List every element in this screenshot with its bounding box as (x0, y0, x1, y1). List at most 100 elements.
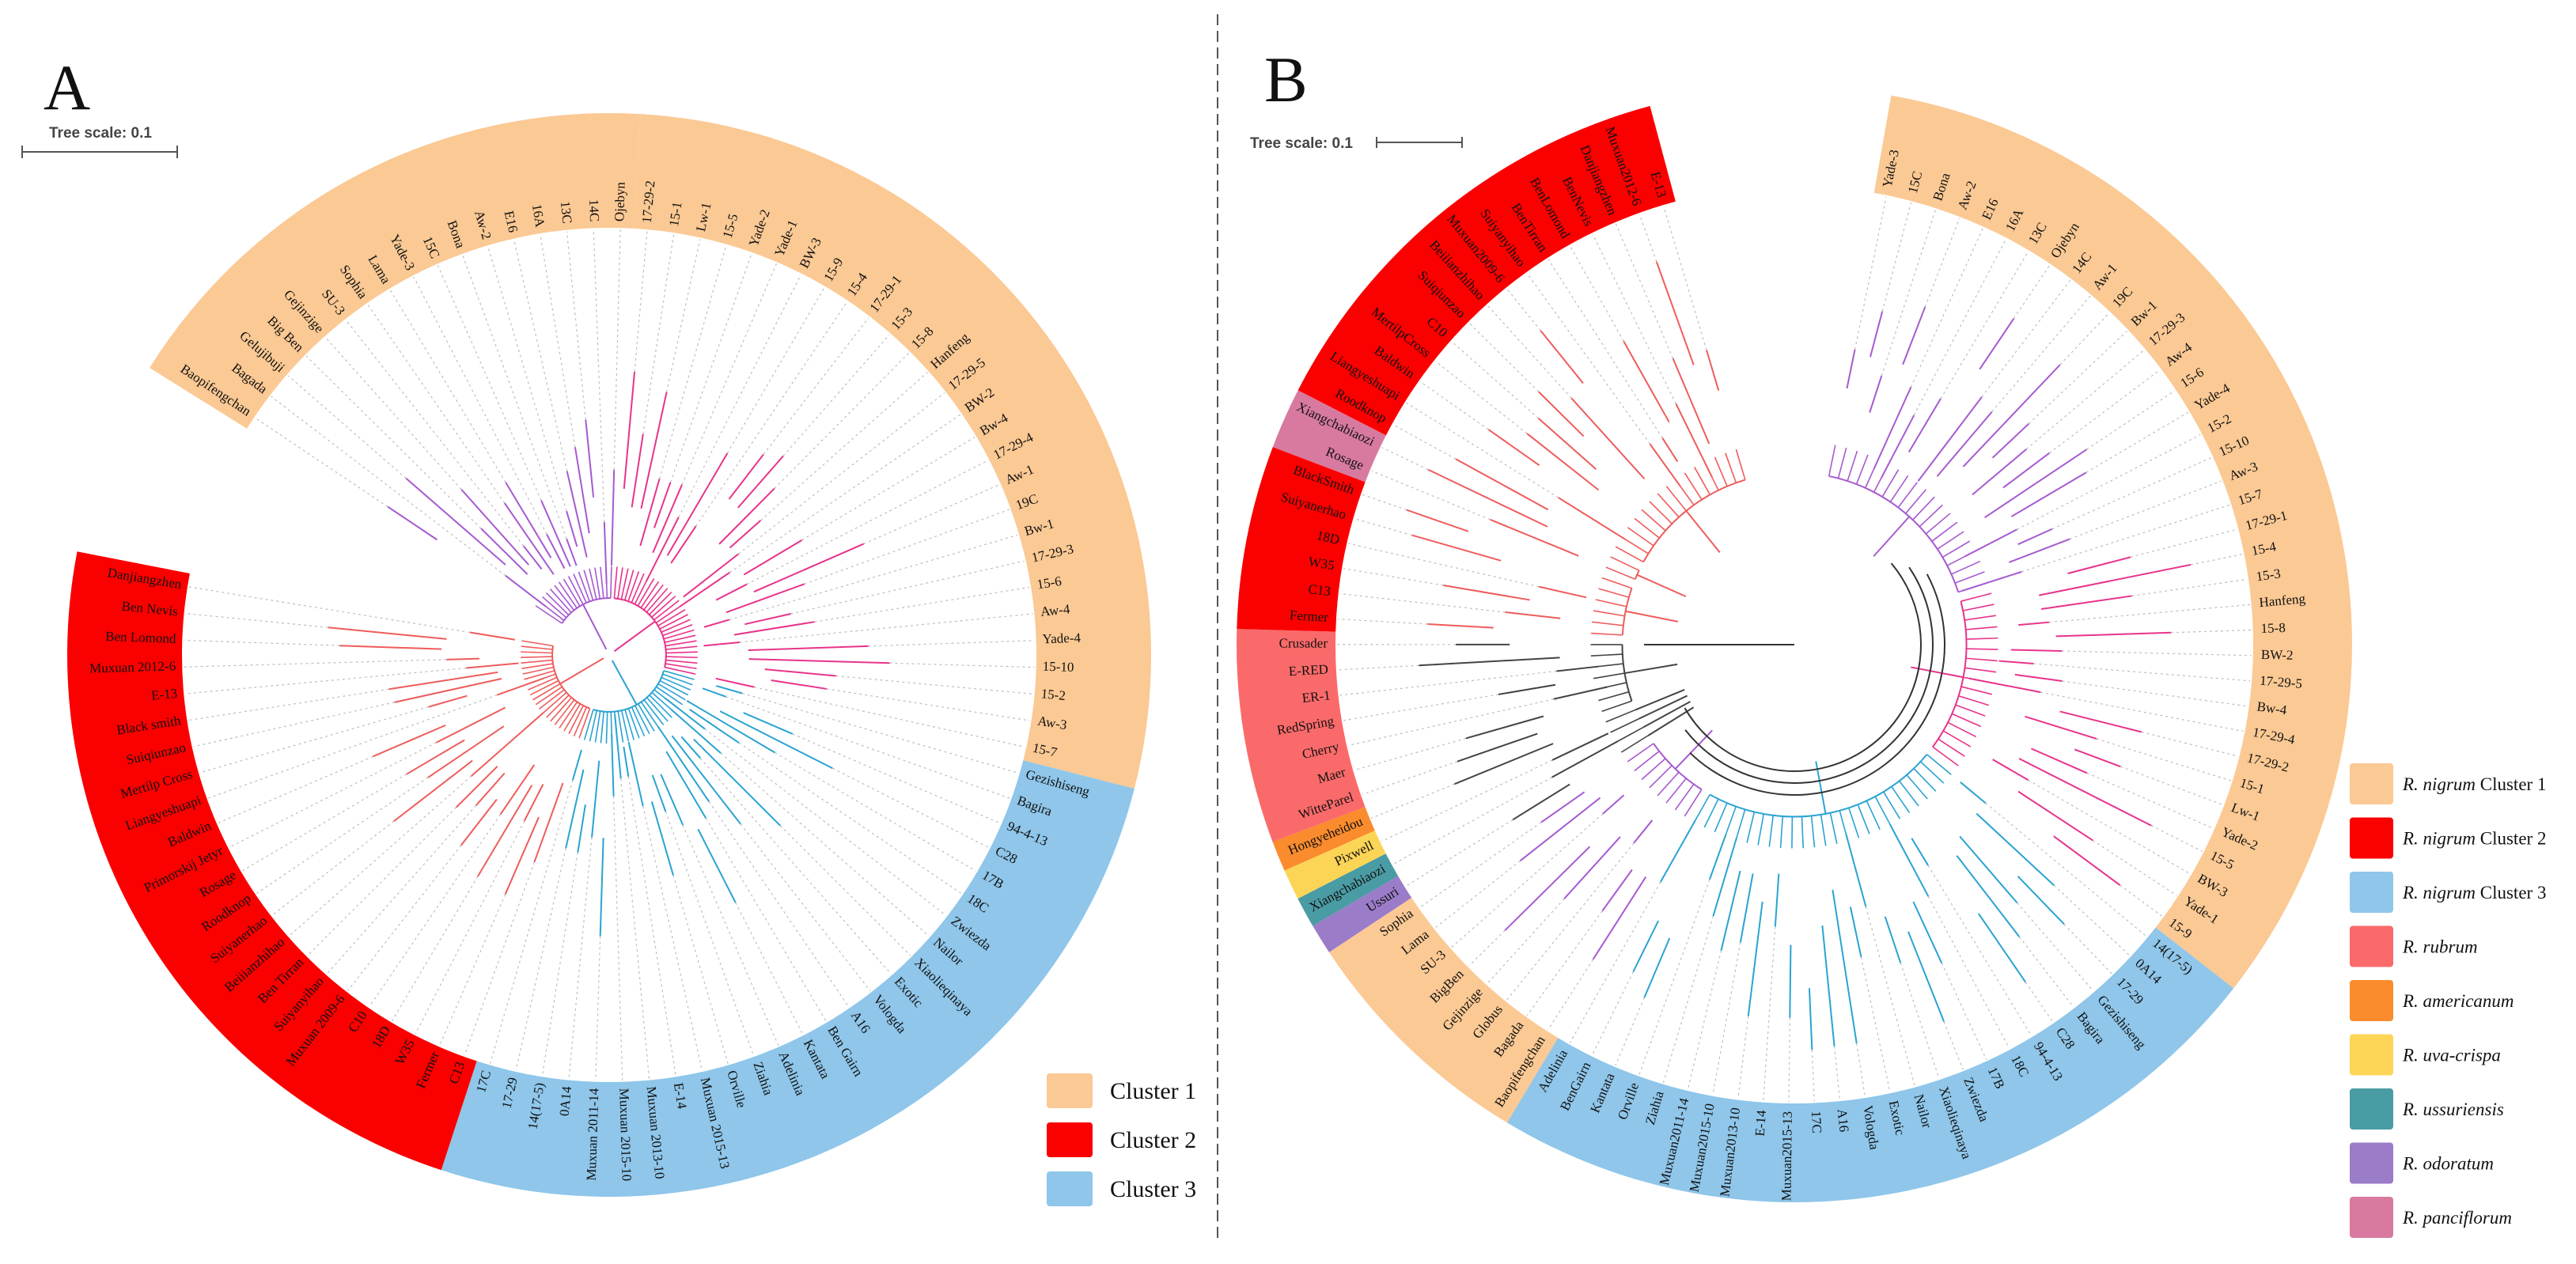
leaf-guide-line (739, 613, 1033, 643)
leaf-guide-line (1860, 956, 1891, 1092)
tree-branch (1610, 717, 1640, 733)
tree-branch (627, 741, 644, 807)
leaf-guide-line (729, 414, 961, 573)
legend-label: R. ussuriensis (2402, 1099, 2504, 1119)
leaf-guide-line (2028, 779, 2191, 875)
leaf-guide-line (1339, 670, 1557, 696)
tree-branch (1593, 672, 1625, 679)
panel-a-scale-label: Tree scale: 0.1 (49, 125, 152, 142)
leaf-guide-line (2025, 982, 2054, 1023)
tree-branch (670, 709, 722, 754)
tree-branch (521, 659, 553, 664)
leaf-guide-line (774, 352, 910, 490)
tree-branch (2017, 528, 2053, 546)
tree-branch (1757, 813, 1765, 846)
leaf-guide-line (665, 811, 754, 1056)
leaf-guide-line (705, 818, 827, 1022)
leaf-guide-line (2017, 903, 2094, 992)
tree-branch (554, 585, 575, 611)
tree-branch (627, 708, 640, 739)
leaf-guide-line (389, 290, 506, 483)
leaf-label: 15-8 (2260, 620, 2286, 636)
leaf-label: E-14 (1752, 1109, 1769, 1137)
tree-branch (1685, 510, 1721, 553)
tree-branch (563, 703, 581, 732)
tree-branch (466, 662, 519, 669)
tree-branch (620, 710, 630, 742)
tree-branch (703, 641, 741, 647)
tree-branch (568, 705, 584, 735)
tree-branch (1938, 738, 1965, 757)
tree-branch (725, 583, 805, 614)
tree-branch (665, 751, 707, 819)
tree-branch (1672, 358, 1710, 445)
tree-branch (1641, 509, 1666, 532)
tree-branch (640, 581, 660, 608)
leaf-guide-line (746, 460, 988, 585)
tree-branch (1966, 637, 1998, 640)
tree-branch (1735, 448, 1746, 480)
tree-branch (1864, 459, 1879, 489)
leaf-label: Muxuan 2012-6 (89, 658, 176, 676)
tree-branch (549, 588, 572, 613)
leaf-guide-line (1615, 223, 1674, 359)
tree-branch (1598, 588, 1630, 598)
leaf-label: C13 (1308, 581, 1332, 599)
leaf-label: E-13 (150, 686, 178, 703)
tree-branch (1774, 873, 1780, 927)
tree-branch (1505, 611, 1561, 619)
tree-branch (1610, 556, 1640, 571)
leaf-guide-line (2049, 369, 2161, 454)
tree-branch (504, 816, 540, 895)
tree-branch (600, 711, 604, 744)
tree-branch (1512, 783, 1570, 821)
tree-branch (1899, 780, 1919, 807)
tree-branch (1454, 743, 1554, 785)
tree-branch (522, 666, 554, 675)
tree-branch (1926, 754, 1952, 775)
leaf-guide-line (740, 823, 871, 992)
tree-branch (1905, 489, 1927, 514)
tree-branch (550, 697, 572, 722)
tree-branch (689, 709, 740, 744)
legend-label: R. nigrum Cluster 1 (2402, 774, 2546, 794)
tree-branch (600, 566, 604, 599)
tree-branch (719, 710, 833, 770)
tree-branch (566, 471, 588, 558)
tree-branch (665, 659, 698, 664)
tree-branch (1897, 482, 1919, 509)
tree-branch (1703, 461, 1719, 491)
tree-branch (631, 706, 646, 736)
tree-branch (1538, 391, 1585, 437)
tree-branch (661, 619, 691, 633)
leaf-guide-line (568, 837, 593, 1079)
leaf-guide-line (1419, 822, 1542, 908)
leaf-guide-line (540, 234, 576, 448)
tree-branch (1976, 812, 2055, 886)
tree-branch (663, 629, 695, 640)
tree-branch (533, 782, 564, 863)
tree-branch (521, 651, 553, 654)
leaf-guide-line (1343, 694, 1499, 721)
leaf-guide-line (2029, 331, 2127, 424)
leaf-label: 17-29-5 (2260, 673, 2303, 691)
tree-branch (643, 699, 665, 725)
tree-branch (1487, 429, 1540, 467)
leaf-guide-line (199, 706, 429, 774)
tree-branch (1959, 835, 2018, 904)
leaf-guide-line (792, 733, 1001, 824)
leaf-guide-line (2017, 433, 2201, 530)
leaf-guide-line (2013, 265, 2051, 319)
leaf-guide-line (642, 234, 675, 434)
tree-branch (1873, 516, 1911, 558)
leaf-guide-line (229, 742, 437, 848)
leaf-guide-line (1981, 279, 2071, 398)
tree-branch (1846, 349, 1856, 389)
tree-branch (1839, 810, 1849, 842)
leaf-label: Muxuan 2015-10 (616, 1088, 635, 1181)
tree-branch (521, 640, 554, 647)
tree-branch (589, 568, 597, 600)
tree-branch (1621, 536, 1649, 554)
tree-branch (1725, 452, 1737, 483)
tree-branch (406, 739, 465, 775)
